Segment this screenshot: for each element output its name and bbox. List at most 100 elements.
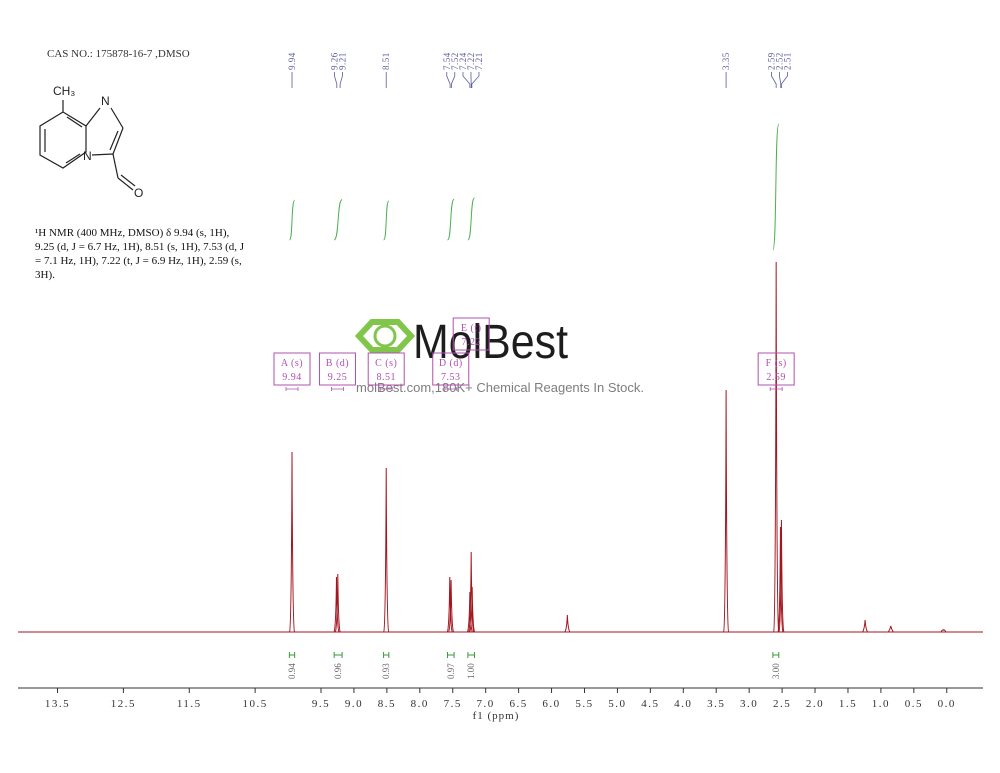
multiplet-name: B (d) (326, 358, 349, 369)
multiplet-box (367, 352, 405, 386)
multiplet-name: E (t) (461, 323, 482, 334)
tagline: molBest.com,180K+ Chemical Reagents In S… (356, 380, 644, 395)
integral-label: 3.00 (771, 663, 781, 679)
multiplet-bracket (285, 387, 299, 391)
peak-label: 2.59 (766, 52, 776, 70)
integral-curve (446, 198, 455, 241)
integral-label: 0.93 (381, 663, 391, 679)
bond (112, 153, 119, 179)
x-tick-label: 1.0 (872, 698, 890, 710)
peak-label: 9.21 (337, 52, 347, 70)
bond (112, 127, 124, 155)
multiplet-shift: 9.25 (328, 372, 348, 383)
peak-connector (451, 72, 456, 88)
peak-label: 3.35 (721, 52, 731, 70)
integral-curve (772, 123, 780, 251)
logo (354, 319, 416, 353)
x-tick-label: 0.5 (905, 698, 923, 710)
x-tick-label: 4.0 (674, 698, 692, 710)
x-tick-label: 0.0 (938, 698, 956, 710)
peak (940, 629, 947, 633)
bond (66, 116, 83, 128)
brand: MolBest (413, 316, 568, 369)
multiplet-shift: 7.22 (461, 337, 481, 348)
bond (117, 177, 134, 191)
integral-curve (288, 200, 296, 241)
peak (773, 261, 780, 633)
integral-bracket (383, 652, 390, 658)
x-tick-label: 4.5 (641, 698, 659, 710)
integral-label: 1.00 (466, 663, 476, 679)
structure (39, 100, 136, 191)
peak-label: 7.54 (442, 52, 452, 70)
peak-connector (779, 72, 782, 88)
x-tick-label: 6.0 (542, 698, 560, 710)
x-tick-label: 12.5 (111, 698, 136, 710)
atom-label: N (101, 94, 110, 108)
peak (564, 614, 571, 633)
multiplet-bracket (444, 387, 458, 391)
x-tick-label: 3.0 (740, 698, 758, 710)
peak (862, 619, 869, 633)
bond (85, 107, 101, 127)
integral-curve (467, 197, 475, 241)
description: ¹H NMR (400 MHz, DMSO) δ 9.94 (s, 1H), 9… (35, 227, 245, 281)
peak (466, 591, 473, 633)
peak-connector (471, 72, 480, 88)
x-tick-label: 8.5 (378, 698, 396, 710)
multiplet-box (432, 352, 470, 386)
x-axis-label: f1 (ppm) (473, 710, 520, 722)
atom-labels: CH₃ N N O (53, 84, 143, 200)
bond (120, 174, 136, 187)
multiplet-name: F (s) (766, 358, 787, 369)
peak (383, 467, 390, 633)
peak-label: 7.22 (466, 52, 476, 70)
peak (289, 451, 296, 633)
atom-label: N (83, 149, 92, 163)
multiplet-box (318, 352, 356, 386)
integral-label: 0.97 (446, 663, 456, 679)
peak-label: 7.52 (450, 52, 460, 70)
multiplet-name: A (s) (281, 358, 303, 369)
x-tick-label: 5.5 (575, 698, 593, 710)
x-tick-label: 10.5 (243, 698, 268, 710)
integral-bracket (288, 652, 296, 658)
peak-connector (781, 72, 788, 88)
x-tick-label: 2.5 (773, 698, 791, 710)
atom-label: CH₃ (53, 84, 75, 98)
x-tick-label: 13.5 (45, 698, 70, 710)
x-tick-label: 6.5 (509, 698, 527, 710)
bond (109, 130, 119, 151)
multiplet-shift: 9.94 (282, 372, 302, 383)
description-line: = 7.1 Hz, 1H), 7.22 (t, J = 6.9 Hz, 1H),… (35, 255, 242, 267)
multiplet-bracket (379, 387, 393, 391)
x-tick-label: 1.5 (839, 698, 857, 710)
multiplet-name: D (d) (439, 358, 463, 369)
peak-label: 8.51 (381, 52, 391, 70)
x-tick-label: 5.0 (608, 698, 626, 710)
peak-label: 2.52 (774, 52, 784, 70)
peak-connector (771, 72, 777, 88)
integral-curve (383, 200, 390, 241)
x-tick-label: 2.0 (806, 698, 824, 710)
peak-label: 9.26 (329, 52, 339, 70)
x-tick-label: 9.5 (312, 698, 330, 710)
integral-bracket (467, 652, 475, 658)
peak-connector (446, 72, 451, 88)
watermark: MolBest molBest.com,180K+ Chemical Reage… (354, 316, 644, 395)
integral-label: 0.96 (333, 663, 343, 679)
integral-bracket (772, 652, 780, 658)
integral-curve (333, 199, 343, 241)
atom-label: O (134, 186, 143, 200)
peak-label: 7.24 (458, 52, 468, 70)
multiplet-name: C (s) (375, 358, 397, 369)
peak (468, 551, 475, 633)
peak-label: 7.21 (474, 52, 484, 70)
multiplet-box (273, 352, 311, 386)
x-tick-label: 7.5 (444, 698, 462, 710)
peak (334, 573, 341, 633)
x-tick-label: 9.0 (345, 698, 363, 710)
